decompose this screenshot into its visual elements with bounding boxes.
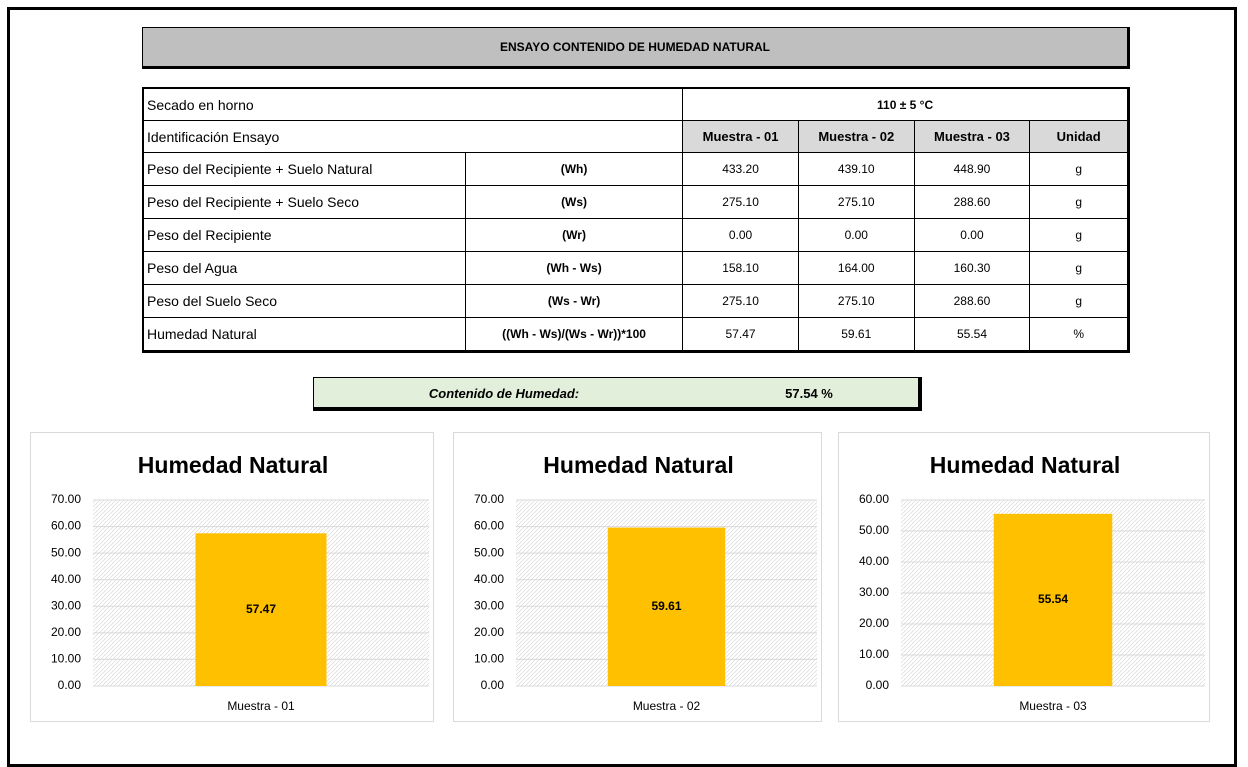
y-tick-label: 20.00 xyxy=(474,625,504,639)
table-cell: 110 ± 5 °C xyxy=(682,87,1129,121)
table-cell: Identificación Ensayo xyxy=(142,120,684,153)
bar xyxy=(993,513,1113,686)
y-tick-label: 60.00 xyxy=(474,519,504,533)
y-tick-label: 40.00 xyxy=(474,572,504,586)
y-tick-label: 20.00 xyxy=(51,625,81,639)
y-tick-label: 40.00 xyxy=(51,572,81,586)
chart: Humedad Natural 0.00 10.00 20.00 30.00 40.00 5… xyxy=(30,432,434,722)
table-cell: ((Wh - Ws)/(Ws - Wr))*100 xyxy=(464,317,684,352)
table-cell: (Wh) xyxy=(464,152,684,186)
table-cell: Secado en horno xyxy=(142,87,684,121)
y-tick-label: 0.00 xyxy=(58,678,82,692)
table-cell: Muestra - 02 xyxy=(797,120,915,153)
y-tick-label: 70.00 xyxy=(474,492,504,506)
data-label: 59.61 xyxy=(651,599,681,613)
table-cell: Peso del Agua xyxy=(142,251,466,285)
data-label: 57.47 xyxy=(246,602,276,616)
table-cell: 288.60 xyxy=(913,185,1031,219)
x-tick-label: Muestra - 01 xyxy=(227,699,295,713)
table-cell: Peso del Recipiente + Suelo Seco xyxy=(142,185,466,219)
table-cell: Peso del Recipiente xyxy=(142,218,466,252)
table-cell: 0.00 xyxy=(913,218,1031,252)
table-cell: Peso del Recipiente + Suelo Natural xyxy=(142,152,466,186)
table-cell: Unidad xyxy=(1029,120,1129,153)
table-cell: 439.10 xyxy=(797,152,915,186)
table-row: Peso del Recipiente + Suelo Natural (Wh) 4… xyxy=(142,152,1129,186)
y-tick-label: 10.00 xyxy=(51,652,81,666)
table-cell: Humedad Natural xyxy=(142,317,466,352)
table-cell: 433.20 xyxy=(682,152,799,186)
y-tick-label: 0.00 xyxy=(866,678,890,692)
table-cell: 0.00 xyxy=(797,218,915,252)
table-cell: g xyxy=(1029,284,1129,318)
chart-title: Humedad Natural xyxy=(930,452,1120,478)
data-table: Secado en horno 110 ± 5 °C Identificación … xyxy=(142,87,1130,353)
chart-title: Humedad Natural xyxy=(543,452,733,478)
table-cell: (Wh - Ws) xyxy=(464,251,684,285)
table-cell: (Wr) xyxy=(464,218,684,252)
table-cell: g xyxy=(1029,185,1129,219)
table-cell: Peso del Suelo Seco xyxy=(142,284,466,318)
table-cell: 0.00 xyxy=(682,218,799,252)
x-tick-label: Muestra - 03 xyxy=(1019,699,1087,713)
table-cell: (Ws - Wr) xyxy=(464,284,684,318)
chart-title: Humedad Natural xyxy=(138,452,328,478)
y-tick-label: 60.00 xyxy=(859,492,889,506)
y-tick-label: 60.00 xyxy=(51,519,81,533)
table-row: Humedad Natural ((Wh - Ws)/(Ws - Wr))*100… xyxy=(142,317,1129,352)
bar xyxy=(607,527,726,686)
table-cell: 158.10 xyxy=(682,251,799,285)
summary-label: Contenido de Humedad: xyxy=(428,386,580,401)
y-tick-label: 40.00 xyxy=(859,554,889,568)
y-tick-label: 30.00 xyxy=(474,598,504,612)
page: ENSAYO CONTENIDO DE HUMEDAD NATURAL Seca… xyxy=(7,7,1237,767)
y-tick-label: 50.00 xyxy=(859,523,889,537)
table-row: Identificación Ensayo Muestra - 01 Muestra… xyxy=(142,120,1129,153)
table-cell: g xyxy=(1029,251,1129,285)
header-title: ENSAYO CONTENIDO DE HUMEDAD NATURAL xyxy=(142,27,1130,69)
table-cell: 275.10 xyxy=(682,284,799,318)
table-cell: g xyxy=(1029,218,1129,252)
chart: Humedad Natural 0.00 10.00 20.00 30.00 40.00 5… xyxy=(453,432,822,722)
table-row: Peso del Recipiente + Suelo Seco (Ws) 275.… xyxy=(142,185,1129,219)
table-cell: 55.54 xyxy=(913,317,1031,352)
table-row: Secado en horno 110 ± 5 °C xyxy=(142,87,1129,121)
table-cell: 275.10 xyxy=(682,185,799,219)
table-cell: 160.30 xyxy=(913,251,1031,285)
table-cell: Muestra - 03 xyxy=(913,120,1031,153)
table-row: Peso del Suelo Seco (Ws - Wr) 275.10 275.10… xyxy=(142,284,1129,318)
table-row: Peso del Recipiente (Wr) 0.00 0.00 0.00 g xyxy=(142,218,1129,252)
table-cell: (Ws) xyxy=(464,185,684,219)
summary: Contenido de Humedad: 57.54 % xyxy=(313,377,922,411)
y-tick-label: 50.00 xyxy=(474,545,504,559)
table-cell: 59.61 xyxy=(797,317,915,352)
table-cell: Muestra - 01 xyxy=(682,120,799,153)
summary-value: 57.54 % xyxy=(785,386,833,401)
table-row: Peso del Agua (Wh - Ws) 158.10 164.00 160.30… xyxy=(142,251,1129,285)
y-tick-label: 10.00 xyxy=(859,647,889,661)
y-tick-label: 20.00 xyxy=(859,616,889,630)
y-tick-label: 30.00 xyxy=(51,598,81,612)
table-cell: 275.10 xyxy=(797,185,915,219)
table-cell: 448.90 xyxy=(913,152,1031,186)
y-tick-label: 10.00 xyxy=(474,652,504,666)
table-cell: g xyxy=(1029,152,1129,186)
table-cell: 288.60 xyxy=(913,284,1031,318)
y-tick-label: 70.00 xyxy=(51,492,81,506)
y-tick-label: 30.00 xyxy=(859,585,889,599)
chart: Humedad Natural 0.00 10.00 20.00 30.00 40.00 5… xyxy=(838,432,1210,722)
y-tick-label: 0.00 xyxy=(481,678,505,692)
table-cell: 275.10 xyxy=(797,284,915,318)
table-cell: 164.00 xyxy=(797,251,915,285)
x-tick-label: Muestra - 02 xyxy=(633,699,701,713)
table-cell: % xyxy=(1029,317,1129,352)
table-cell: 57.47 xyxy=(682,317,799,352)
data-label: 55.54 xyxy=(1038,592,1068,606)
y-tick-label: 50.00 xyxy=(51,545,81,559)
bar xyxy=(195,533,327,686)
